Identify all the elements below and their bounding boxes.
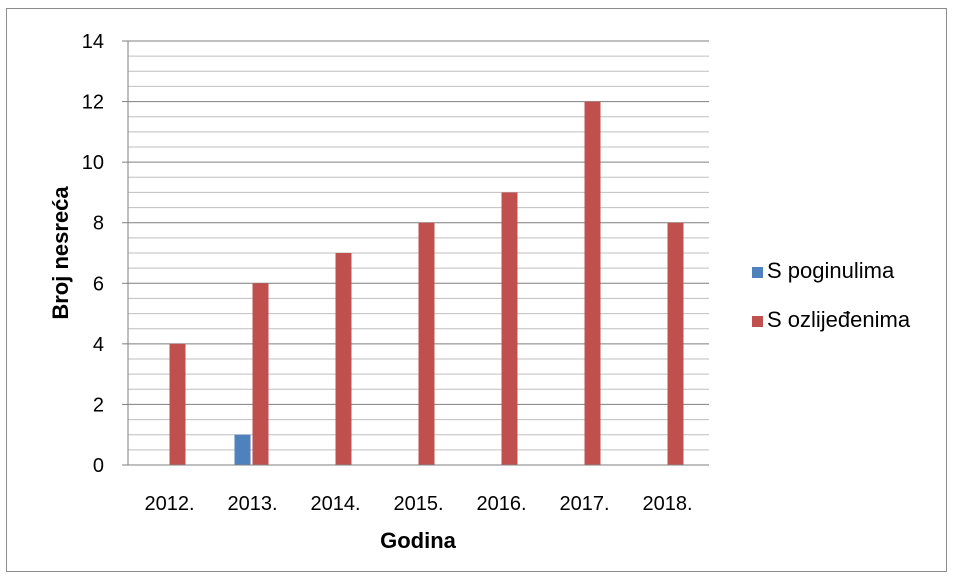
- y-tick-label: 2: [93, 394, 104, 416]
- axes: [122, 40, 709, 466]
- legend-swatch: [752, 267, 763, 278]
- bar-injured: [335, 253, 352, 465]
- x-tick-label: 2013.: [227, 493, 277, 515]
- y-tick-label: 4: [93, 334, 104, 356]
- bar-injured: [418, 222, 435, 465]
- x-tick-label: 2017.: [559, 493, 609, 515]
- bar-injured: [667, 222, 684, 465]
- x-tick-label: 2014.: [310, 493, 360, 515]
- y-tick-labels: 0 2 4 6 8 10 12 14: [82, 31, 104, 477]
- x-tick-label: 2012.: [144, 493, 194, 515]
- bar-injured: [252, 283, 269, 465]
- x-tick-label: 2015.: [393, 493, 443, 515]
- y-tick-label: 0: [93, 455, 104, 477]
- y-axis-title: Broj nesreća: [48, 186, 73, 320]
- legend-swatch: [752, 316, 763, 327]
- x-tick-labels: 2012. 2013. 2014. 2015. 2016. 2017. 2018.: [144, 493, 692, 515]
- bar-killed: [234, 434, 251, 465]
- x-tick-label: 2016.: [476, 493, 526, 515]
- legend-label: S ozlijeđenima: [767, 307, 911, 332]
- x-tick-label: 2018.: [642, 493, 692, 515]
- x-axis-title: Godina: [380, 528, 457, 553]
- y-tick-label: 12: [82, 92, 104, 114]
- bar-injured: [584, 101, 601, 466]
- bar-injured: [169, 343, 186, 465]
- legend-label: S poginulima: [767, 258, 895, 283]
- y-tick-label: 10: [82, 152, 104, 174]
- y-tick-label: 6: [93, 273, 104, 295]
- y-tick-label: 8: [93, 213, 104, 235]
- y-tick-label: 14: [82, 31, 104, 53]
- bars: [169, 101, 684, 466]
- legend: S poginulima S ozlijeđenima: [752, 258, 911, 332]
- bar-injured: [501, 192, 518, 465]
